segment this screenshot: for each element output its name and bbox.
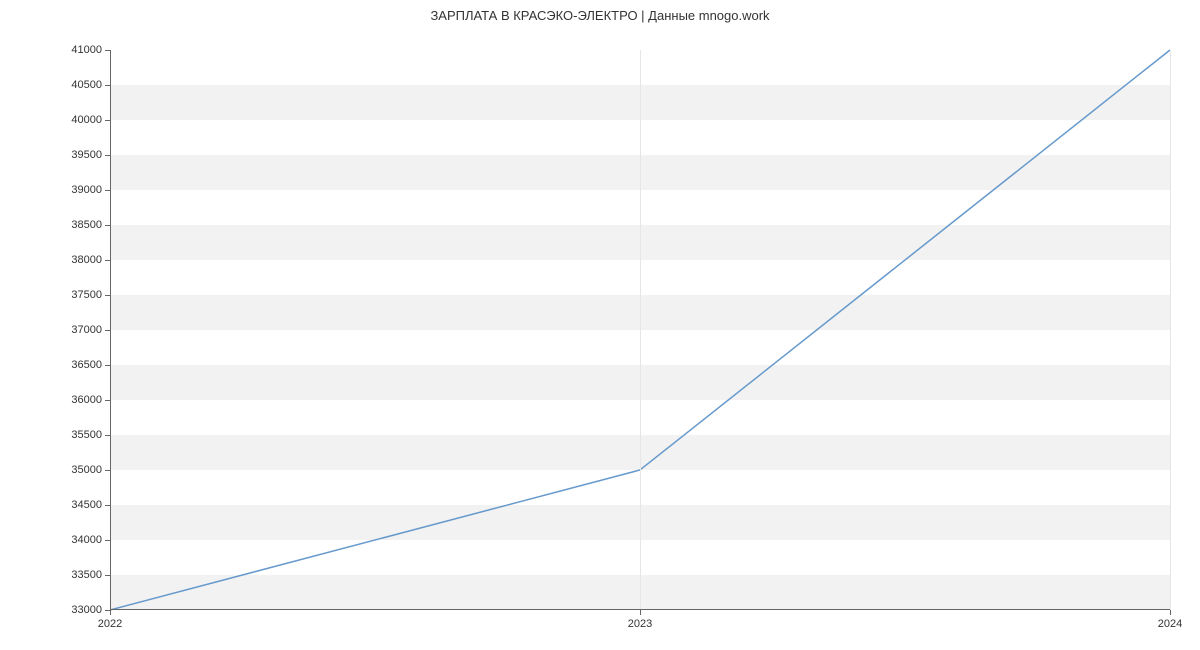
y-tick-label: 39000 (71, 184, 110, 196)
y-tick-label: 38000 (71, 254, 110, 266)
y-tick-label: 35000 (71, 464, 110, 476)
x-tick-label: 2023 (628, 610, 652, 630)
x-tick-label: 2022 (98, 610, 122, 630)
x-axis-line (110, 609, 1170, 610)
plot-area: 3300033500340003450035000355003600036500… (110, 50, 1170, 610)
y-tick-label: 36000 (71, 394, 110, 406)
y-axis-line (110, 50, 111, 610)
y-tick-label: 37500 (71, 289, 110, 301)
y-tick-label: 41000 (71, 44, 110, 56)
y-tick-label: 34500 (71, 499, 110, 511)
x-gridline (1170, 50, 1171, 610)
x-tick-label: 2024 (1158, 610, 1182, 630)
x-gridline (640, 50, 641, 610)
salary-chart: ЗАРПЛАТА В КРАСЭКО-ЭЛЕКТРО | Данные mnog… (0, 0, 1200, 650)
y-tick-label: 34000 (71, 534, 110, 546)
y-tick-label: 40000 (71, 114, 110, 126)
y-tick-label: 35500 (71, 429, 110, 441)
y-tick-label: 37000 (71, 324, 110, 336)
y-tick-label: 36500 (71, 359, 110, 371)
y-tick-label: 38500 (71, 219, 110, 231)
y-tick-label: 33500 (71, 569, 110, 581)
y-tick-label: 40500 (71, 79, 110, 91)
chart-title: ЗАРПЛАТА В КРАСЭКО-ЭЛЕКТРО | Данные mnog… (0, 8, 1200, 23)
y-tick-label: 39500 (71, 149, 110, 161)
